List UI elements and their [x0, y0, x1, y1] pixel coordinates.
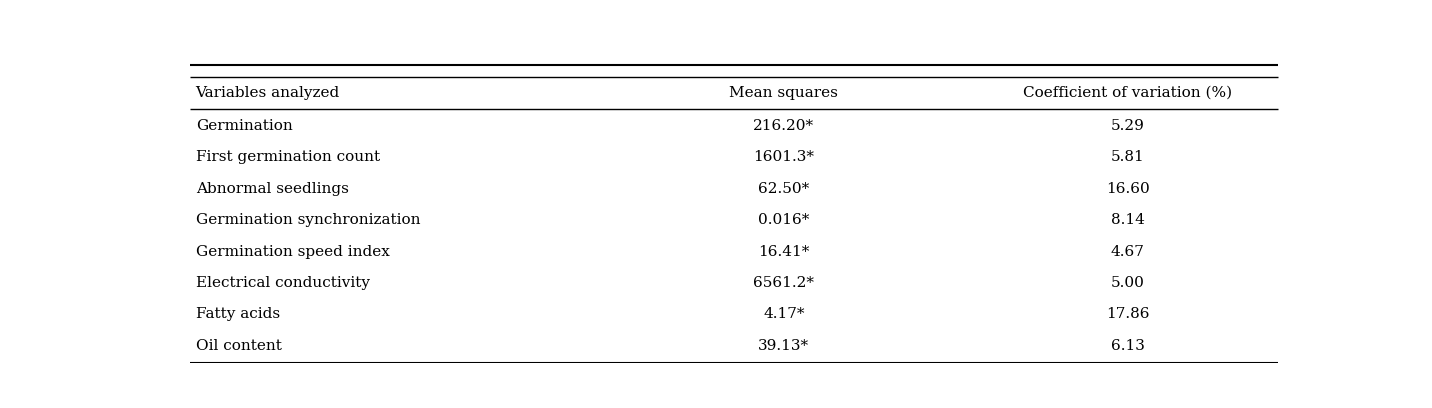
Text: 16.41*: 16.41* [758, 244, 809, 259]
Text: 0.016*: 0.016* [758, 213, 809, 227]
Text: Coefficient of variation (%): Coefficient of variation (%) [1024, 86, 1233, 100]
Text: 6.13: 6.13 [1111, 339, 1144, 353]
Text: 216.20*: 216.20* [753, 119, 815, 133]
Text: 4.67: 4.67 [1111, 244, 1144, 259]
Text: Germination: Germination [196, 119, 292, 133]
Text: Germination synchronization: Germination synchronization [196, 213, 420, 227]
Text: 16.60: 16.60 [1106, 182, 1150, 196]
Text: 6561.2*: 6561.2* [753, 276, 815, 290]
Text: 1601.3*: 1601.3* [753, 150, 815, 164]
Text: 17.86: 17.86 [1106, 307, 1150, 322]
Text: 4.17*: 4.17* [763, 307, 805, 322]
Text: Fatty acids: Fatty acids [196, 307, 279, 322]
Text: Oil content: Oil content [196, 339, 282, 353]
Text: 5.81: 5.81 [1111, 150, 1144, 164]
Text: 5.00: 5.00 [1111, 276, 1144, 290]
Text: Abnormal seedlings: Abnormal seedlings [196, 182, 348, 196]
Text: 8.14: 8.14 [1111, 213, 1144, 227]
Text: Mean squares: Mean squares [729, 86, 838, 100]
Text: 39.13*: 39.13* [759, 339, 809, 353]
Text: Variables analyzed: Variables analyzed [196, 86, 339, 100]
Text: Germination speed index: Germination speed index [196, 244, 390, 259]
Text: 62.50*: 62.50* [758, 182, 809, 196]
Text: Electrical conductivity: Electrical conductivity [196, 276, 369, 290]
Text: 5.29: 5.29 [1111, 119, 1144, 133]
Text: First germination count: First germination count [196, 150, 379, 164]
